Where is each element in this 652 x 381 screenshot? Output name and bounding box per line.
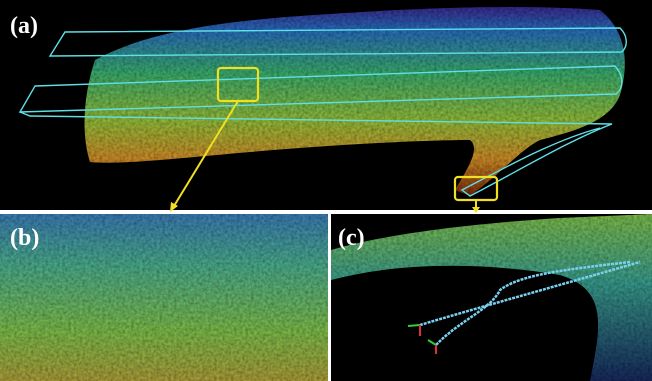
figure: (a) (b) (c) (0, 0, 652, 381)
panel-label: (a) (10, 13, 38, 39)
panel-a: (a) (0, 0, 652, 213)
panel-c: (c) (331, 214, 652, 381)
panel-label: (b) (10, 225, 39, 251)
panel-b: (b) (0, 214, 328, 381)
point-cloud-zoom (0, 214, 328, 381)
panel-label: (c) (338, 225, 365, 251)
